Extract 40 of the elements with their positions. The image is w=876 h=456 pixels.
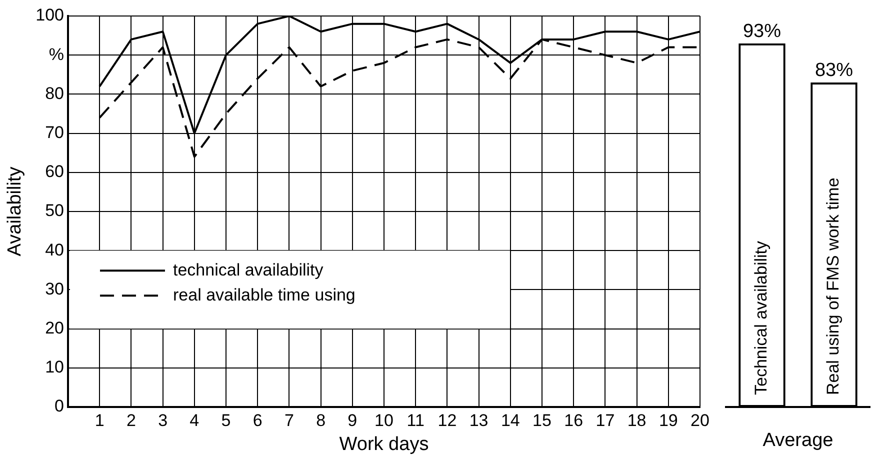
- x-tick-label: Real using of FMS work time: [824, 178, 843, 395]
- x-tick-label: 9: [348, 410, 358, 430]
- x-tick-label: 17: [596, 410, 615, 430]
- x-tick-label: 6: [252, 410, 262, 430]
- x-tick-label: 1: [94, 410, 104, 430]
- y-tick-label: 100: [36, 6, 64, 25]
- y-tick-label: 30: [45, 279, 64, 298]
- x-tick-label: Technical availability: [752, 240, 771, 395]
- x-axis-title: Average: [762, 430, 834, 451]
- y-tick-label: 60: [45, 162, 64, 182]
- y-tick-label: 20: [45, 318, 64, 338]
- x-tick-label: 4: [190, 410, 200, 430]
- x-tick-label: 12: [438, 410, 457, 430]
- data-label: 83%: [814, 60, 854, 82]
- y-tick-label: 0: [54, 396, 64, 416]
- x-tick-label: 10: [374, 410, 394, 430]
- data-label: 93%: [742, 21, 782, 42]
- x-tick-label: 8: [316, 410, 326, 430]
- y-tick-label: 10: [45, 358, 64, 377]
- y-tick-label: 40: [45, 240, 64, 260]
- x-tick-label: 18: [627, 410, 646, 430]
- x-tick-label: 15: [532, 410, 552, 430]
- x-tick-label: 2: [126, 410, 136, 430]
- legend-label: technical availability: [173, 260, 324, 280]
- x-tick-label: 7: [284, 410, 294, 430]
- y-tick-label: 80: [45, 84, 64, 103]
- y-tick-label: 50: [45, 201, 64, 220]
- x-tick-label: 19: [658, 410, 678, 430]
- y-tick-label: %: [48, 44, 64, 64]
- x-tick-label: 13: [469, 410, 488, 430]
- y-tick-label: 70: [45, 122, 64, 142]
- legend-label: real available time using: [173, 285, 356, 304]
- x-tick-label: 20: [690, 410, 710, 430]
- x-tick-label: 11: [406, 410, 424, 430]
- x-tick-label: 3: [158, 410, 168, 430]
- x-tick-label: 16: [564, 410, 584, 430]
- y-axis-title: Availability: [4, 166, 26, 256]
- x-tick-label: 14: [500, 410, 520, 430]
- x-tick-label: 5: [221, 410, 231, 430]
- x-axis-title: Work days: [339, 434, 429, 455]
